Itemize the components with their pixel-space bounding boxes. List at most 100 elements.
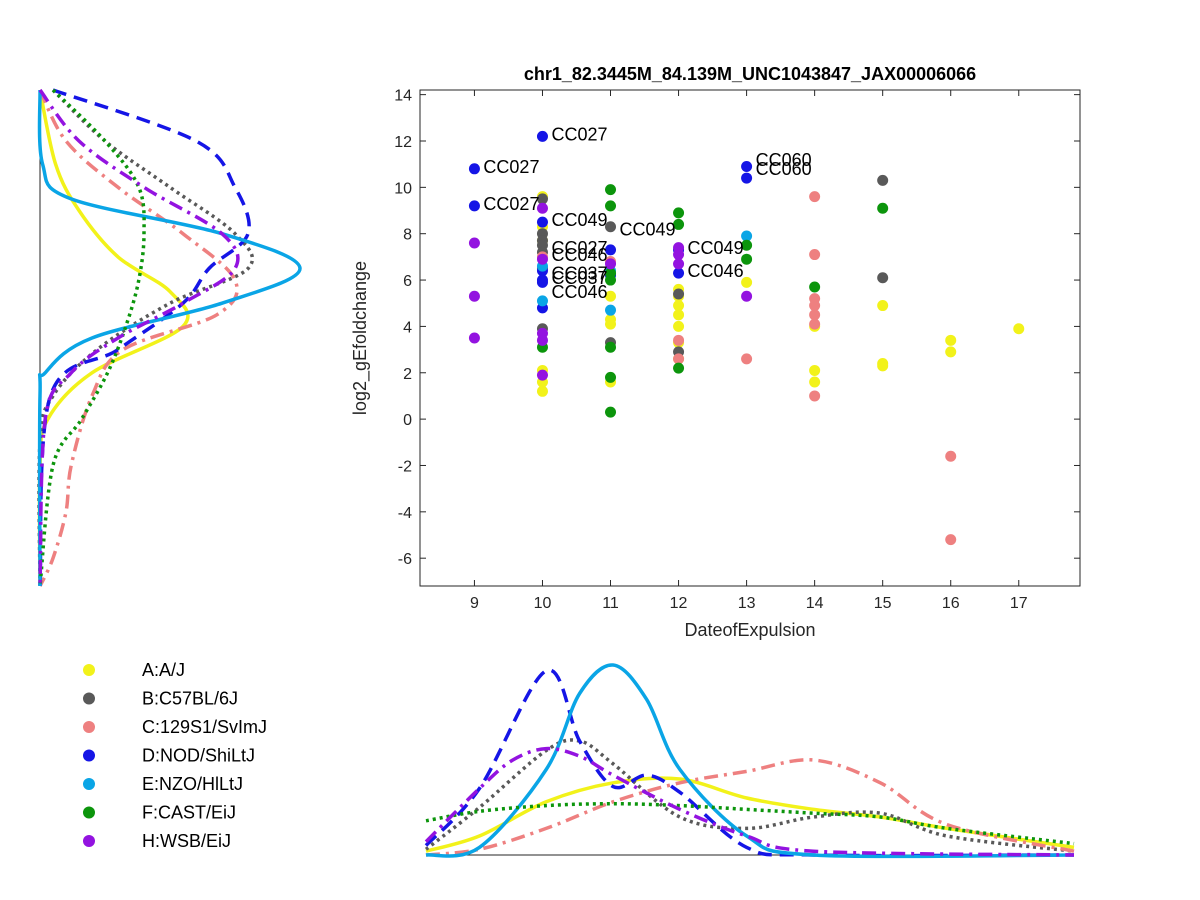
data-point [741, 239, 753, 251]
data-point [877, 272, 889, 284]
y-tick-label: -6 [398, 551, 412, 568]
data-point [605, 200, 617, 212]
data-point [605, 341, 617, 353]
y-tick-label: 2 [403, 366, 412, 383]
data-point [673, 218, 685, 230]
x-axis-label: DateofExpulsion [684, 620, 815, 640]
legend-marker [83, 664, 95, 676]
data-point [673, 320, 685, 332]
y-tick-label: 10 [394, 180, 412, 197]
data-point [605, 406, 617, 418]
x-density-curve [424, 738, 1075, 853]
x-tick-label: 15 [874, 595, 892, 612]
y-density-curve [38, 88, 146, 587]
point-label: CC027 [483, 194, 539, 214]
point-label: CC046 [551, 282, 607, 302]
data-point [536, 334, 548, 346]
data-point [536, 216, 548, 228]
data-point [605, 221, 617, 233]
y-tick-label: 14 [394, 88, 412, 105]
data-point [809, 390, 821, 402]
data-point [673, 249, 685, 261]
data-point [809, 376, 821, 388]
y-density-curve [38, 88, 240, 587]
legend-label: F:CAST/EiJ [142, 803, 236, 823]
data-point [536, 253, 548, 265]
data-point [605, 184, 617, 196]
x-density-curve [425, 801, 1075, 846]
x-tick-label: 13 [738, 595, 756, 612]
data-point [605, 274, 617, 286]
point-label: CC049 [551, 210, 607, 230]
point-label: CC027 [551, 238, 607, 258]
data-point [741, 276, 753, 288]
data-point [809, 364, 821, 376]
data-point [605, 290, 617, 302]
y-marginal-density [37, 88, 302, 587]
data-point [605, 304, 617, 316]
legend-label: B:C57BL/6J [142, 689, 238, 709]
x-tick-label: 11 [602, 595, 619, 612]
data-point [741, 160, 753, 172]
data-point [673, 300, 685, 312]
data-point [673, 309, 685, 321]
data-point [536, 295, 548, 307]
legend-marker [83, 806, 95, 819]
y-density-curve [38, 89, 239, 587]
data-point [673, 362, 685, 374]
data-point [809, 300, 821, 312]
data-point [468, 163, 480, 175]
data-point [809, 281, 821, 293]
y-axis-label: log2_gEfoldchange [350, 261, 371, 415]
data-point [468, 290, 480, 302]
data-point [605, 318, 617, 330]
y-density-curve [38, 88, 251, 587]
data-point [741, 290, 753, 302]
legend-marker [83, 692, 95, 705]
y-tick-label: 8 [403, 227, 412, 244]
data-point [877, 174, 889, 186]
data-point [468, 237, 480, 249]
data-point [809, 191, 821, 203]
data-point [809, 309, 821, 321]
x-tick-label: 14 [806, 595, 824, 612]
data-point [809, 318, 821, 330]
data-point [536, 276, 548, 288]
data-point [673, 267, 685, 279]
x-tick-label: 17 [1010, 595, 1028, 612]
x-density-curve [424, 668, 1075, 858]
data-point [605, 371, 617, 383]
data-point [945, 334, 957, 346]
y-axis-ticks: -6 -4 -2 0 2 4 6 8 10 12 14 [394, 88, 1080, 568]
legend: A:A/J B:C57BL/6J C:129S1/SvImJ D:NOD/ShiLtJ… [83, 660, 267, 851]
legend-marker [83, 721, 95, 733]
data-point [877, 202, 889, 214]
data-point [1013, 323, 1025, 335]
y-tick-label: 6 [403, 273, 412, 290]
y-density-curve [37, 88, 255, 587]
x-marginal-density [424, 663, 1075, 859]
point-label: CC027 [551, 124, 607, 144]
chart-title: chr1_82.3445M_84.139M_UNC1043847_JAX0000… [524, 64, 976, 84]
x-tick-label: 10 [534, 595, 552, 612]
data-point [741, 172, 753, 184]
data-point [605, 258, 617, 270]
data-point [673, 353, 685, 365]
legend-marker [83, 835, 95, 847]
x-density-curve [425, 758, 1075, 857]
data-point [673, 207, 685, 219]
x-tick-label: 12 [670, 595, 688, 612]
data-point [536, 385, 548, 397]
scatter-points [468, 130, 1025, 546]
data-point [945, 450, 957, 462]
y-tick-label: 0 [403, 412, 412, 429]
data-point [945, 346, 957, 358]
data-point [877, 300, 889, 312]
legend-label: E:NZO/HlLtJ [142, 774, 243, 794]
data-point [536, 369, 548, 381]
data-point [673, 288, 685, 300]
data-point [741, 230, 753, 242]
scatter-plot-area [419, 89, 1081, 587]
